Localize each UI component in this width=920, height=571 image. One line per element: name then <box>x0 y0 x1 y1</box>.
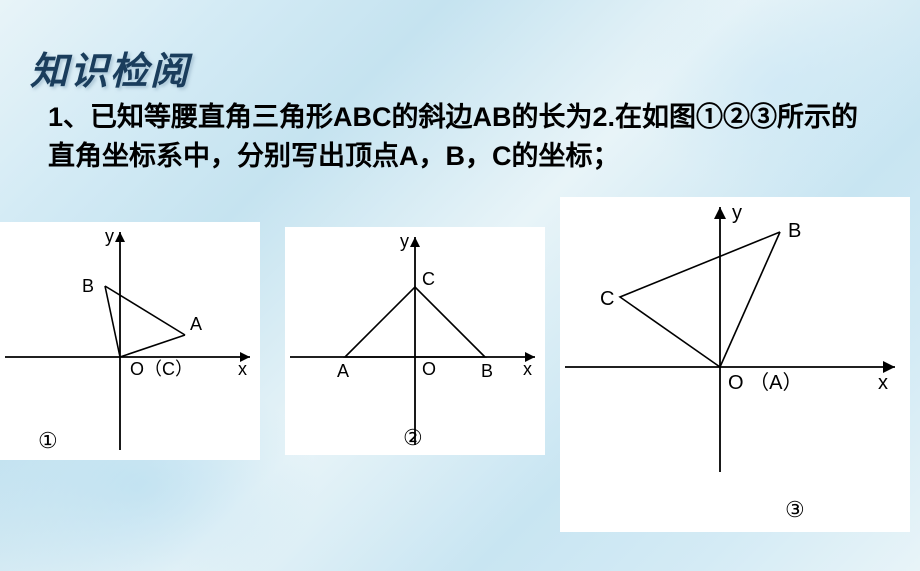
figure-3-svg: y x B C O （A） ③ <box>560 197 910 532</box>
fig3-label-B: B <box>788 220 801 242</box>
fig1-edge-CB <box>105 286 120 357</box>
figure-3: y x B C O （A） ③ <box>560 197 910 532</box>
fig2-label-C: C <box>422 269 435 289</box>
figure-1: y x B A O（C） ① <box>0 222 260 460</box>
fig2-x-label: x <box>523 359 532 379</box>
fig3-y-label: y <box>732 202 742 224</box>
fig2-origin-label: O <box>422 359 436 379</box>
fig3-edges-AC-CB <box>620 232 780 367</box>
fig3-origin-label: O （A） <box>728 371 802 394</box>
fig1-edge-AB <box>105 286 185 335</box>
fig2-circle-number: ② <box>403 425 423 450</box>
fig1-label-B: B <box>82 276 94 296</box>
figure-2: y x A B C O ② <box>285 227 545 455</box>
fig3-label-C: C <box>600 288 614 310</box>
fig1-y-label: y <box>105 226 114 246</box>
fig2-y-label: y <box>400 231 409 251</box>
question-text: 1、已知等腰直角三角形ABC的斜边AB的长为2.在如图①②③所示的直角坐标系中，… <box>48 98 878 176</box>
fig3-circle-number: ③ <box>785 497 805 522</box>
fig2-y-arrow <box>410 237 420 247</box>
fig1-x-label: x <box>238 359 247 379</box>
section-title: 知识检阅 <box>30 40 190 95</box>
fig1-edge-CA <box>120 335 185 357</box>
fig1-origin-label: O（C） <box>130 359 193 379</box>
fig3-x-label: x <box>878 372 888 394</box>
figure-2-svg: y x A B C O ② <box>285 227 545 455</box>
fig1-label-A: A <box>190 314 202 334</box>
fig1-circle-number: ① <box>38 428 58 453</box>
fig2-label-A: A <box>337 361 349 381</box>
fig1-y-arrow <box>115 232 125 242</box>
fig3-y-arrow <box>714 207 726 219</box>
fig2-label-B: B <box>481 361 493 381</box>
figure-1-svg: y x B A O（C） ① <box>0 222 260 460</box>
